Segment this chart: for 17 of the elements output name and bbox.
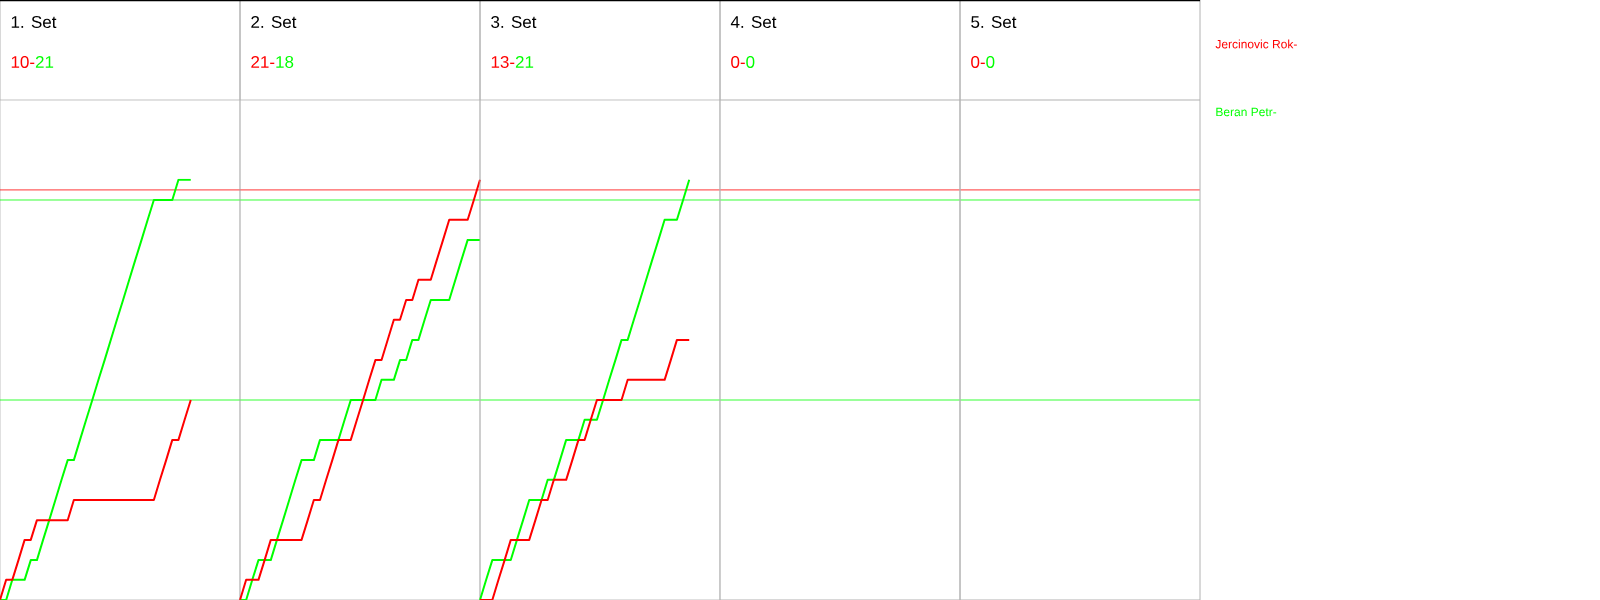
text: 10- <box>11 55 35 68</box>
text: 0- <box>971 55 985 68</box>
text: 0- <box>731 55 745 68</box>
text: 5. Set <box>971 15 1017 28</box>
text: 4. Set <box>730 15 777 28</box>
text: 21 <box>35 55 54 68</box>
text: 21 <box>515 55 534 68</box>
text: 21- <box>251 55 275 68</box>
text: Jercinovic Rok- <box>1215 39 1297 49</box>
text: 18 <box>276 55 294 68</box>
chart-title: 3. Set <box>491 15 537 28</box>
chart-title: 1. Set <box>11 15 57 28</box>
chart-title: 2. Set <box>251 15 297 28</box>
text: 0 <box>746 55 755 68</box>
text: 0 <box>986 55 995 68</box>
text: 13- <box>491 55 515 68</box>
text: Beran Petr- <box>1216 107 1277 117</box>
